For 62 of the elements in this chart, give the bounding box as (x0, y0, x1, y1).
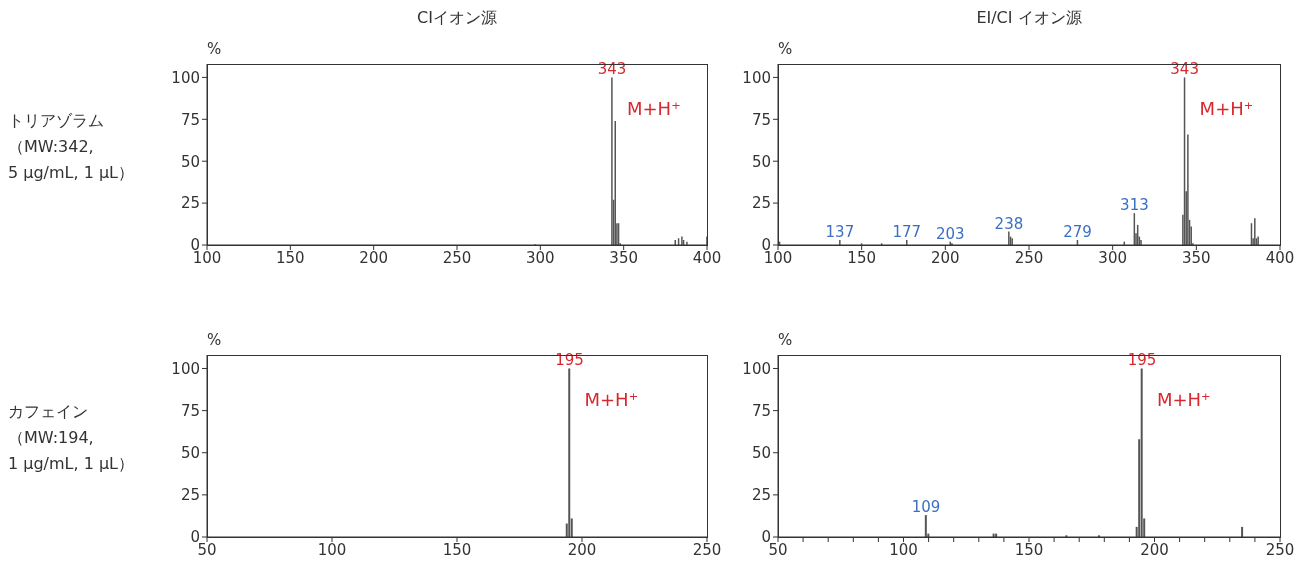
x-tick-label: 100 (317, 540, 347, 559)
x-tick-label: 250 (692, 540, 722, 559)
y-tick-label: 25 (180, 194, 200, 213)
y-tick-label: 75 (751, 401, 771, 420)
y-axis-title: % (778, 40, 793, 58)
text: （MW:342, (8, 136, 94, 158)
x-tick-label: 300 (1098, 248, 1127, 267)
y-tick-label: 75 (180, 401, 200, 420)
x-tick-label: 300 (526, 248, 555, 267)
text: 5 µg/mL, 1 µL） (8, 162, 135, 184)
x-tick-label: 200 (1140, 540, 1169, 559)
chart-title: EI/CI イオン源 (975, 8, 1083, 29)
chart-title: CIイオン源 (416, 8, 498, 29)
annotation: 137 (825, 222, 855, 241)
y-tick-label: 50 (180, 152, 200, 171)
y-tick-label: 75 (180, 110, 200, 129)
x-tick-label: 250 (1014, 248, 1044, 267)
y-tick-label: 75 (751, 110, 771, 129)
y-tick-label: 50 (751, 152, 771, 171)
x-tick-label: 150 (276, 248, 305, 267)
y-tick-label: 25 (751, 194, 771, 213)
annotation: 238 (994, 214, 1024, 233)
text: 1 µg/mL, 1 µL） (8, 453, 135, 475)
x-tick-label: 150 (442, 540, 472, 559)
text: トリアゾラム (8, 110, 104, 132)
x-tick-label: 400 (1265, 248, 1295, 267)
y-tick-label: 100 (171, 68, 200, 87)
y-tick-label: 50 (751, 444, 771, 463)
y-axis-title: % (207, 40, 222, 58)
y-tick-label: 25 (751, 486, 771, 505)
annotation: 313 (1120, 196, 1149, 215)
x-tick-label: 100 (889, 540, 918, 559)
y-axis-title: % (207, 331, 222, 349)
x-tick-label: 350 (1182, 248, 1211, 267)
y-tick-label: 100 (171, 359, 200, 378)
annotation: 279 (1063, 222, 1092, 241)
y-tick-label: 0 (190, 528, 200, 547)
x-tick-label: 400 (692, 248, 722, 267)
y-tick-label: 100 (742, 359, 771, 378)
y-tick-label: 100 (742, 68, 771, 87)
y-tick-label: 0 (761, 528, 771, 547)
y-axis-title: % (778, 331, 793, 349)
x-tick-label: 250 (442, 248, 472, 267)
text: （MW:194, (8, 427, 94, 449)
x-tick-label: 150 (1014, 540, 1044, 559)
y-tick-label: 50 (180, 444, 200, 463)
x-tick-label: 350 (609, 248, 638, 267)
annotation: 177 (892, 222, 922, 241)
annotation: M+H⁺ (1199, 98, 1254, 120)
x-tick-label: 200 (567, 540, 597, 559)
text: カフェイン (8, 401, 88, 423)
x-tick-label: 200 (931, 248, 960, 267)
x-tick-label: 150 (847, 248, 876, 267)
y-tick-label: 25 (180, 486, 200, 505)
x-tick-label: 250 (1265, 540, 1295, 559)
annotation: 109 (911, 498, 941, 517)
annotation: M+H⁺ (627, 98, 681, 120)
annotation: 203 (936, 224, 965, 243)
annotation: 343 (1170, 60, 1199, 79)
annotation: M+H⁺ (1156, 389, 1211, 411)
annotation: M+H⁺ (584, 389, 639, 411)
x-tick-label: 200 (359, 248, 388, 267)
